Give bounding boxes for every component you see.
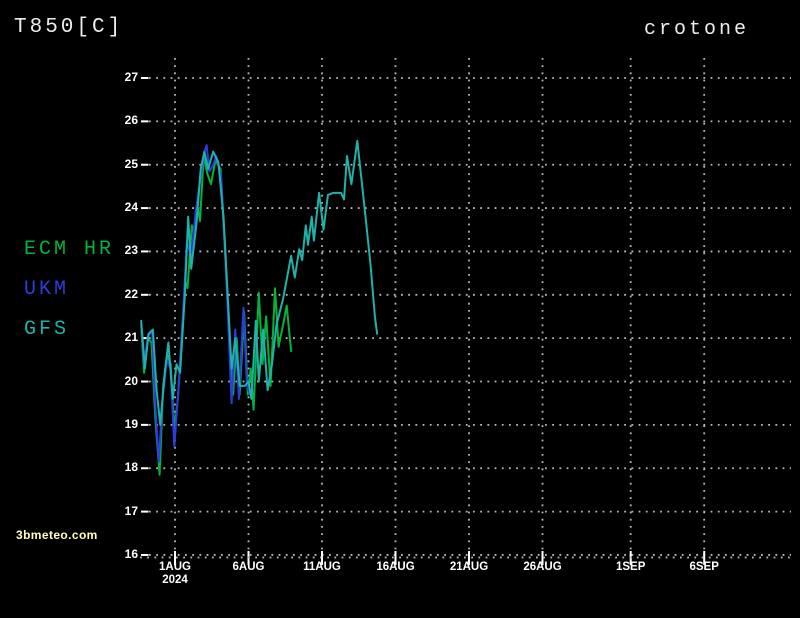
x-tick-label: 11AUG [303,561,341,573]
y-tick-label: 24 [124,200,138,215]
x-tick-label: 6AUG [232,561,265,573]
y-tick-label: 22 [124,286,138,301]
series-line-ukm [140,144,251,463]
x-tick-label: 16AUG [376,561,415,573]
y-tick-label: 19 [124,416,138,431]
y-tick-label: 25 [124,156,138,171]
x-tick-label: 1AUG 2024 [159,561,191,586]
x-tick-label: 26AUG [523,561,562,573]
x-tick-label: 1SEP [615,561,646,573]
y-tick-label: 26 [124,113,138,128]
y-tick-label: 18 [124,460,138,475]
legend-item-ecm-hr: ECM HR [24,238,115,261]
series-line-ecm-hr [140,155,293,476]
location-label: crotone [644,18,750,41]
chart-legend: ECM HR UKM GFS [24,238,114,358]
series-line-gfs [140,139,379,426]
x-tick-label: 21AUG [449,561,489,573]
watermark-3bmeteo: 3bmeteo.com [16,528,98,542]
page-title: T850[C] [14,16,124,39]
legend-item-ukm: UKM [24,278,70,301]
y-tick-label: 16 [124,546,138,561]
x-tick-label: 6SEP [689,561,719,573]
y-tick-label: 21 [124,330,138,345]
y-tick-label: 17 [124,503,138,518]
y-tick-label: 27 [124,70,138,84]
y-tick-label: 23 [124,243,138,258]
legend-item-gfs: GFS [24,318,70,341]
y-tick-label: 20 [124,373,138,388]
